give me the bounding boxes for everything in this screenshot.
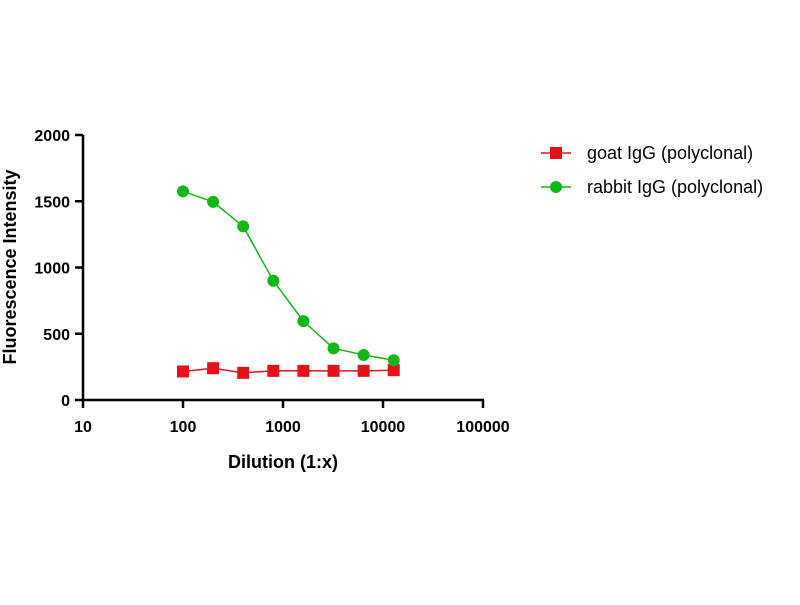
- y-tick-label: 2000: [34, 128, 70, 145]
- x-tick-label: 100000: [456, 419, 509, 436]
- data-point-1-2: [237, 220, 250, 233]
- legend-marker-0: [550, 147, 562, 159]
- data-point-1-7: [387, 354, 400, 367]
- plot-marks: [177, 185, 400, 379]
- y-tick-label: 0: [61, 393, 70, 410]
- data-point-0-6: [357, 364, 370, 377]
- data-point-0-0: [177, 365, 189, 378]
- y-tick-label: 500: [43, 327, 70, 344]
- data-point-1-6: [357, 348, 370, 361]
- data-point-0-5: [327, 364, 340, 377]
- y-tick-label: 1000: [34, 261, 70, 278]
- data-point-0-2: [237, 366, 250, 379]
- series-line-1: [182, 190, 394, 361]
- y-tick-label: 1500: [34, 194, 70, 211]
- legend-label-1: rabbit IgG (polyclonal): [587, 177, 763, 197]
- data-point-1-0: [177, 185, 189, 198]
- x-tick-label: 1000: [265, 419, 301, 436]
- data-point-0-3: [267, 364, 280, 377]
- legend-label-0: goat IgG (polyclonal): [587, 143, 753, 163]
- legend: goat IgG (polyclonal) rabbit IgG (polyclo…: [541, 143, 763, 197]
- data-point-0-7: [387, 364, 400, 377]
- x-axis-label: Dilution (1:x): [228, 452, 338, 472]
- x-tick-label: 10: [74, 419, 92, 436]
- x-tick-label: 10000: [361, 419, 406, 436]
- data-point-0-4: [297, 364, 310, 377]
- data-point-1-1: [207, 195, 220, 208]
- data-point-1-3: [267, 274, 280, 287]
- legend-marker-1: [550, 181, 562, 193]
- data-point-0-1: [207, 362, 220, 375]
- axes: 10 100 1000 10000 100000 0 500 1000 1500 2000: [34, 128, 509, 436]
- x-tick-label: 100: [170, 419, 197, 436]
- data-point-1-5: [327, 342, 340, 355]
- data-point-1-4: [297, 315, 310, 328]
- y-axis-label: Fluorescence Intensity: [0, 169, 20, 364]
